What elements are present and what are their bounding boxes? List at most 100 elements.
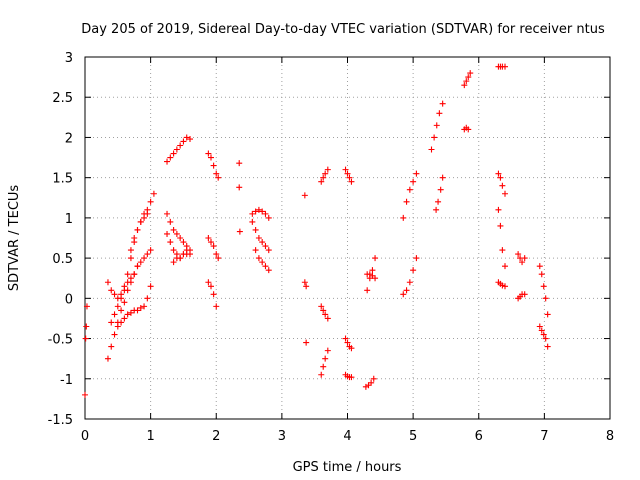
data-point <box>433 206 440 213</box>
x-tick-label: 8 <box>606 429 614 444</box>
data-point <box>137 259 144 266</box>
data-point <box>236 184 243 191</box>
data-point <box>104 355 111 362</box>
series-arc-26 <box>364 255 379 294</box>
x-tick-label: 0 <box>81 429 89 444</box>
data-point <box>265 247 272 254</box>
data-point <box>515 251 522 258</box>
data-point <box>104 279 111 286</box>
data-point <box>213 170 220 177</box>
series-arc-20 <box>318 303 331 322</box>
data-point <box>461 82 468 89</box>
data-point <box>324 347 331 354</box>
data-point <box>131 235 138 241</box>
series-arc-28 <box>400 170 420 221</box>
data-point <box>521 291 528 298</box>
data-point <box>368 379 375 386</box>
data-point <box>114 323 121 330</box>
data-point <box>249 218 256 225</box>
data-point <box>542 295 549 302</box>
y-tick-label: -1.5 <box>48 413 73 428</box>
data-point <box>108 287 115 294</box>
data-point <box>177 235 184 241</box>
series-arc-32 <box>461 70 474 89</box>
data-point <box>465 126 472 133</box>
series-arc-21 <box>318 347 331 378</box>
series-arc-41 <box>536 323 551 350</box>
y-tick-label: 2 <box>65 131 73 146</box>
data-point <box>439 100 446 107</box>
data-point <box>210 291 217 298</box>
data-point <box>164 230 171 237</box>
data-point <box>236 228 243 235</box>
series-arc-27 <box>364 271 379 282</box>
data-point <box>348 345 355 352</box>
data-point <box>262 263 269 270</box>
data-point <box>134 307 141 314</box>
series-arc-22 <box>342 166 355 185</box>
series-arc-35 <box>495 170 508 197</box>
data-point <box>348 374 355 381</box>
data-point <box>210 243 217 250</box>
series-arc-39 <box>515 291 528 302</box>
data-point <box>108 343 115 350</box>
series-arc-4 <box>104 263 141 302</box>
data-point <box>121 299 128 306</box>
series-arc-23 <box>342 335 355 352</box>
data-point <box>538 271 545 278</box>
data-point <box>118 319 125 326</box>
data-point <box>167 239 174 246</box>
data-point <box>121 287 128 294</box>
data-point <box>322 355 329 362</box>
data-point <box>215 174 222 181</box>
data-point <box>544 311 551 318</box>
data-point <box>177 142 184 149</box>
data-point <box>252 208 259 215</box>
series-arc-30 <box>428 100 446 153</box>
data-point <box>255 206 262 213</box>
data-point <box>164 158 171 165</box>
data-point <box>465 74 472 81</box>
data-point <box>540 331 547 338</box>
data-point <box>170 247 177 254</box>
data-point <box>544 343 551 350</box>
y-tick-label: -0.5 <box>48 333 73 348</box>
data-point <box>249 210 256 217</box>
data-point <box>406 186 413 193</box>
data-point <box>108 319 115 326</box>
data-point <box>348 178 355 185</box>
data-point <box>320 174 327 181</box>
data-point <box>428 146 435 153</box>
data-point <box>180 239 187 246</box>
data-point <box>463 78 470 85</box>
data-point <box>540 283 547 290</box>
y-tick-label: 0.5 <box>52 252 73 267</box>
series-arc-15 <box>249 206 272 221</box>
data-point <box>495 170 502 177</box>
data-point <box>205 235 212 241</box>
data-point <box>167 154 174 161</box>
data-point <box>320 307 327 314</box>
data-point <box>259 239 266 246</box>
data-point <box>187 136 193 143</box>
series-arc-33 <box>461 124 472 133</box>
data-point <box>369 267 376 274</box>
data-point <box>141 303 148 310</box>
data-point <box>167 218 174 225</box>
y-tick-label: 1.5 <box>52 172 73 187</box>
data-point <box>502 190 508 197</box>
data-point <box>536 323 543 330</box>
data-point <box>497 174 504 181</box>
data-point <box>410 178 417 185</box>
data-point <box>344 339 351 346</box>
data-point <box>262 210 269 217</box>
data-point <box>121 315 128 322</box>
data-point <box>255 235 262 241</box>
data-point <box>400 291 407 298</box>
data-point <box>406 279 413 286</box>
series-arc-13 <box>205 279 220 310</box>
data-point <box>318 178 325 185</box>
x-tick-label: 2 <box>212 429 220 444</box>
data-point <box>180 138 187 145</box>
